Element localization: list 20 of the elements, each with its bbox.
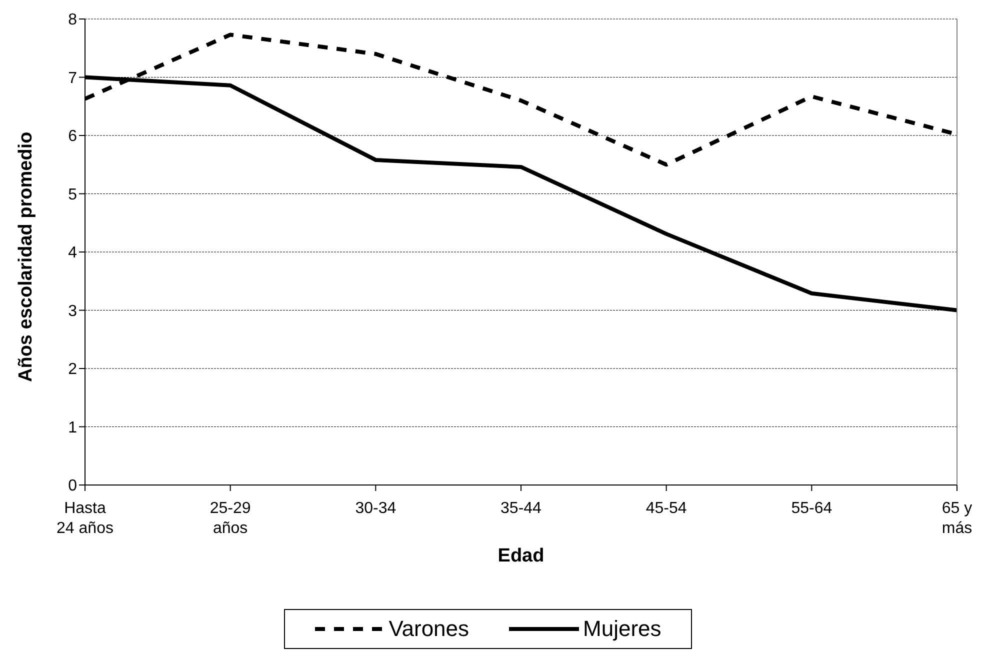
legend-label: Mujeres bbox=[583, 616, 662, 642]
legend-label: Varones bbox=[388, 616, 470, 642]
x-tick-label: Hasta 24 años bbox=[56, 500, 114, 537]
y-tick-label: 5 bbox=[68, 186, 78, 204]
y-tick-label: 7 bbox=[68, 70, 78, 87]
x-tick-label: 35-44 bbox=[500, 500, 542, 517]
x-axis-title: Edad bbox=[498, 545, 544, 566]
y-tick-label: 6 bbox=[68, 128, 78, 146]
y-tick-label: 4 bbox=[68, 244, 78, 262]
x-tick-label: 65 y más bbox=[942, 500, 972, 537]
y-axis-title: Años escolaridad promedio bbox=[16, 132, 37, 382]
y-tick-label: 1 bbox=[68, 419, 78, 436]
x-tick-label: 55-64 bbox=[791, 500, 832, 517]
y-tick-label: 2 bbox=[68, 361, 78, 378]
y-tick-label: 3 bbox=[68, 302, 78, 320]
x-tick-label: 45-54 bbox=[646, 500, 687, 517]
y-tick-label: 8 bbox=[68, 12, 78, 29]
y-tick-label: 0 bbox=[68, 478, 78, 495]
x-tick-label: 25-29 años bbox=[210, 500, 251, 537]
x-tick-label: 30-34 bbox=[355, 500, 396, 517]
